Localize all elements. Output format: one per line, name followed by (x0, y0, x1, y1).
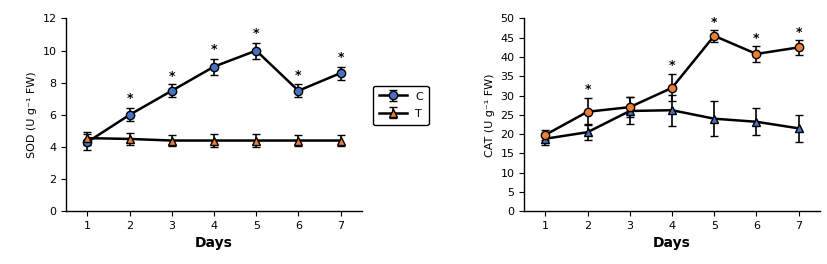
Y-axis label: SOD (U g⁻¹ FW): SOD (U g⁻¹ FW) (26, 72, 36, 158)
Text: *: * (753, 32, 758, 45)
Text: *: * (668, 59, 674, 72)
X-axis label: Days: Days (653, 237, 690, 251)
Text: *: * (211, 43, 217, 56)
Text: *: * (127, 92, 132, 105)
Text: *: * (710, 16, 716, 29)
Text: *: * (584, 83, 590, 96)
Text: *: * (169, 70, 174, 83)
Legend: C, T: C, T (373, 86, 428, 125)
Text: *: * (252, 27, 259, 40)
Text: *: * (337, 51, 343, 64)
Text: *: * (795, 26, 801, 39)
X-axis label: Days: Days (195, 237, 232, 251)
Text: *: * (294, 69, 301, 82)
Y-axis label: CAT (U g⁻¹ FW): CAT (U g⁻¹ FW) (485, 73, 495, 157)
